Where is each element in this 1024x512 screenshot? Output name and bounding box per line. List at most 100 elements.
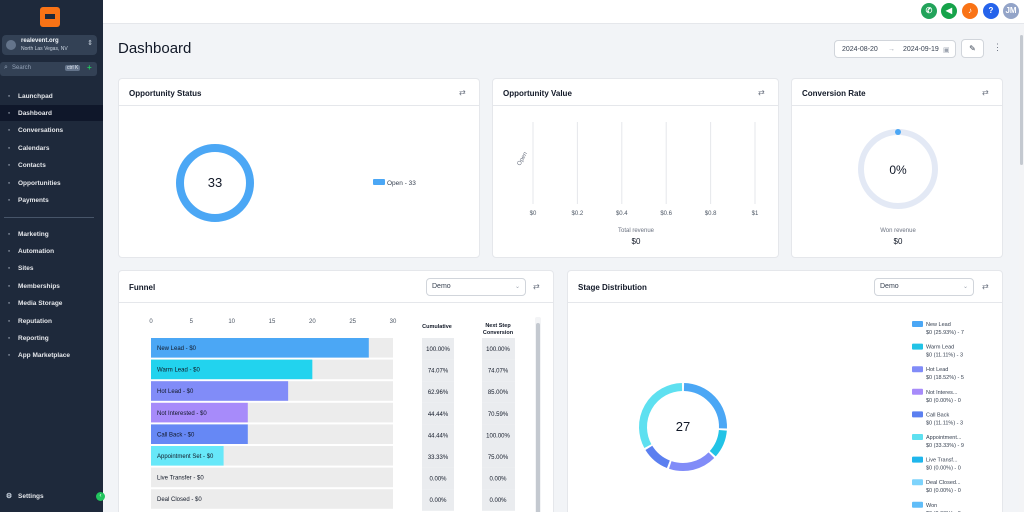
won-revenue-label: Won revenue <box>880 228 916 234</box>
sidebar-item-label: Media Storage <box>18 300 62 307</box>
card-title: Funnel <box>129 283 155 292</box>
sidebar-item-conversations[interactable]: ◦Conversations <box>0 123 103 139</box>
x-tick-label: $0.4 <box>616 211 628 217</box>
more-options-icon[interactable]: ⋮ <box>993 42 1002 53</box>
legend-label: Open - 33 <box>387 180 416 187</box>
sidebar-item-reporting[interactable]: ◦Reporting <box>0 330 103 346</box>
funnel-bar-label: Deal Closed - $0 <box>157 497 202 503</box>
donut-total: 27 <box>676 419 690 434</box>
x-tick-label: $0.2 <box>572 211 584 217</box>
sites-icon: ◦ <box>4 265 14 272</box>
location-address: North Las Vegas, NV <box>21 46 68 52</box>
sidebar-item-dashboard[interactable]: ◦Dashboard <box>0 105 103 121</box>
funnel-pipeline-select[interactable]: Demo ⌄ <box>426 278 526 296</box>
chevron-down-icon: ⌄ <box>515 283 520 290</box>
legend-label: Call Back <box>926 412 949 418</box>
send-icon: ◦ <box>4 231 14 238</box>
sidebar-item-marketing[interactable]: ◦ Marketing <box>0 226 103 242</box>
sidebar-item-launchpad[interactable]: ◦ Launchpad <box>0 88 103 104</box>
sidebar-item-label: Settings <box>18 493 44 500</box>
stage-pipeline-select[interactable]: Demo⌄ <box>874 278 974 296</box>
apps-icon: ◦ <box>4 352 14 359</box>
next-step-value: 0.00% <box>489 477 507 483</box>
swap-icon[interactable]: ⇄ <box>533 282 540 291</box>
sidebar-item-payments[interactable]: ◦Payments <box>0 192 103 208</box>
help-icon[interactable]: ? <box>983 3 999 19</box>
sidebar-item-app-marketplace[interactable]: ◦ App Marketplace <box>0 348 103 364</box>
cumulative-value: 100.00% <box>426 347 450 353</box>
next-step-value: 75.00% <box>488 455 509 461</box>
funnel-scroll-thumb[interactable] <box>536 323 540 512</box>
swap-icon[interactable]: ⇄ <box>982 282 989 291</box>
funnel-bar-label: Appointment Set - $0 <box>157 454 214 460</box>
bell-icon[interactable]: ♪ <box>962 3 978 19</box>
donut-segment-call-back[interactable] <box>649 448 669 464</box>
x-tick-label: 20 <box>309 319 316 325</box>
sidebar-item-automation[interactable]: ◦Automation <box>0 243 103 259</box>
opportunity-status-chart: 33 Open - 33 <box>119 106 480 258</box>
conversion-rate-chart: 0% Won revenue $0 <box>792 106 1003 258</box>
megaphone-icon[interactable]: ◀ <box>941 3 957 19</box>
location-switcher[interactable]: realevent.org North Las Vegas, NV ⇕ <box>2 35 97 55</box>
donut-segment-appointment[interactable] <box>643 387 682 446</box>
opportunities-icon: ◦ <box>4 180 14 187</box>
search-input[interactable]: ⌕ Search ctrl K + <box>0 62 97 76</box>
legend-swatch <box>912 411 923 417</box>
sidebar-item-label: App Marketplace <box>18 352 70 359</box>
x-tick-label: 5 <box>190 319 194 325</box>
card-title: Opportunity Value <box>503 89 572 98</box>
legend-swatch <box>912 479 923 485</box>
sidebar-item-memberships[interactable]: ◦Memberships <box>0 278 103 294</box>
sidebar-item-opportunities[interactable]: ◦Opportunities <box>0 175 103 191</box>
next-step-value: 70.59% <box>488 412 509 418</box>
sidebar-item-reputation[interactable]: ◦Reputation <box>0 313 103 329</box>
date-range-picker[interactable]: 2024-08-20 → 2024-09-19 ▣ <box>834 40 956 58</box>
phone-icon[interactable]: ✆ <box>921 3 937 19</box>
gear-icon: ⚙ <box>4 492 14 500</box>
sidebar-item-settings[interactable]: ⚙ Settings <box>0 488 103 504</box>
rocket-icon: ◦ <box>4 93 14 100</box>
swap-icon[interactable]: ⇄ <box>758 88 765 97</box>
funnel-bar-label: Warm Lead - $0 <box>157 368 200 374</box>
quick-add-icon[interactable]: + <box>87 63 92 72</box>
legend-swatch <box>912 389 923 395</box>
x-tick-label: 10 <box>228 319 235 325</box>
sidebar-item-label: Contacts <box>18 162 46 169</box>
card-title: Conversion Rate <box>802 89 866 98</box>
legend-value: $0 (0.00%) - 0 <box>926 488 961 494</box>
legend-swatch <box>373 179 385 185</box>
sidebar-item-calendars[interactable]: ◦Calendars <box>0 140 103 156</box>
top-bar: ✆ ◀ ♪ ? JM <box>103 0 1024 24</box>
cumulative-value: 74.07% <box>428 369 449 375</box>
edit-dashboard-button[interactable]: ✎ <box>961 39 984 58</box>
sidebar-item-contacts[interactable]: ◦ Contacts <box>0 158 103 174</box>
sidebar-item-label: Launchpad <box>18 93 53 100</box>
legend-swatch <box>912 457 923 463</box>
page-scroll-thumb[interactable] <box>1020 35 1023 165</box>
funnel-bar-label: New Lead - $0 <box>157 346 197 352</box>
donut-segment-warm-lead[interactable] <box>713 430 723 453</box>
collapse-sidebar-button[interactable]: ‹ <box>96 492 105 501</box>
next-step-value: 85.00% <box>488 390 509 396</box>
donut-segment-hot-lead[interactable] <box>670 455 711 467</box>
sidebar-item-label: Marketing <box>18 231 49 238</box>
next-step-value: 100.00% <box>486 433 510 439</box>
cumulative-value: 44.44% <box>428 433 449 439</box>
total-revenue-value: $0 <box>632 237 641 246</box>
legend-value: $0 (25.93%) - 7 <box>926 330 964 336</box>
card-title: Opportunity Status <box>129 89 201 98</box>
contacts-icon: ◦ <box>4 162 14 169</box>
cumulative-value: 0.00% <box>429 498 447 504</box>
swap-icon[interactable]: ⇄ <box>459 88 466 97</box>
swap-icon[interactable]: ⇄ <box>982 88 989 97</box>
x-tick-label: $1 <box>752 211 759 217</box>
page-scrollbar[interactable] <box>1019 25 1024 512</box>
sidebar-item-media-storage[interactable]: ◦Media Storage <box>0 296 103 312</box>
opportunity-status-card: Opportunity Status ⇄ 33 Open - 33 <box>118 78 480 258</box>
select-value: Demo <box>432 283 451 290</box>
legend-label: Warm Lead <box>926 345 954 351</box>
location-avatar <box>6 40 16 50</box>
user-avatar[interactable]: JM <box>1003 3 1019 19</box>
sidebar-item-sites[interactable]: ◦Sites <box>0 261 103 277</box>
legend-label: Hot Lead <box>926 367 948 373</box>
